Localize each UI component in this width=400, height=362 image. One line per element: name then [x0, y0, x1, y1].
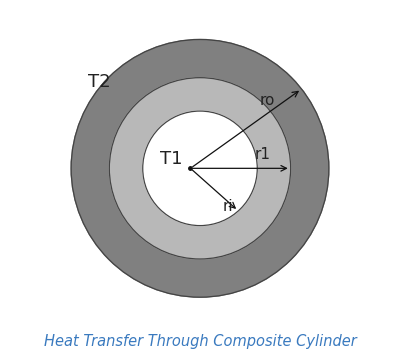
Text: T2: T2 [88, 73, 111, 92]
Text: ri: ri [223, 199, 233, 215]
Text: r1: r1 [255, 147, 271, 162]
Circle shape [71, 39, 329, 297]
Circle shape [143, 111, 257, 226]
Text: Heat Transfer Through Composite Cylinder: Heat Transfer Through Composite Cylinder [44, 334, 356, 349]
Text: ro: ro [260, 93, 275, 108]
Text: T1: T1 [160, 150, 183, 168]
Circle shape [109, 78, 291, 259]
